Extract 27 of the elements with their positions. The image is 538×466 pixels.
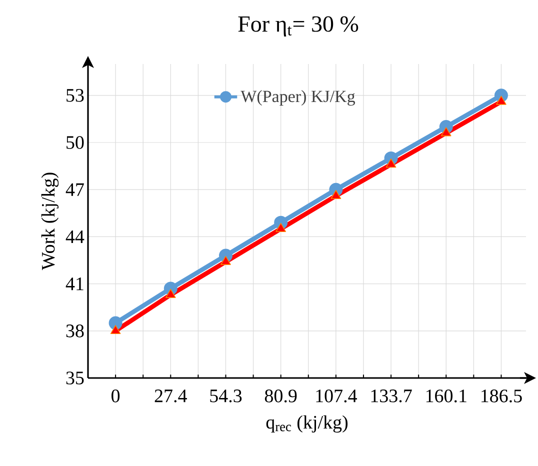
y-axis-title: Work (kj/kg) (41, 172, 59, 270)
y-tick-label: 41 (66, 278, 84, 290)
point (330, 190, 342, 200)
y-tick-label: 50 (66, 136, 84, 149)
x-tick-label: 0 (112, 390, 120, 402)
point (110, 325, 121, 334)
point (386, 158, 396, 168)
y-tick-label: 47 (66, 183, 84, 196)
x-tick-label: 54.3 (210, 390, 242, 402)
x-tick-label: 80.9 (264, 390, 297, 402)
x-tick-label: 186.5 (482, 390, 522, 402)
point (220, 256, 231, 265)
point (496, 96, 506, 105)
y-tick-label: 35 (66, 372, 84, 384)
x-tick-label: 107.4 (316, 390, 358, 402)
chart-title: For η$_{t}$= 30 % (238, 16, 358, 36)
x-tick-label: 160.1 (426, 390, 466, 402)
point (108, 316, 122, 330)
x-tick-label: 133.7 (371, 390, 412, 402)
x-tick-label: 27.4 (154, 390, 187, 402)
point (440, 127, 452, 136)
y-tick-label: 53 (66, 89, 84, 102)
point (165, 288, 176, 298)
y-tick-label: 44 (66, 230, 84, 243)
x-axis-title: q$_{rec}$ (kj/kg) (266, 415, 348, 433)
y-tick-label: 38 (66, 324, 84, 338)
legend-label: W(Paper) KJ/Kg (240, 90, 356, 106)
